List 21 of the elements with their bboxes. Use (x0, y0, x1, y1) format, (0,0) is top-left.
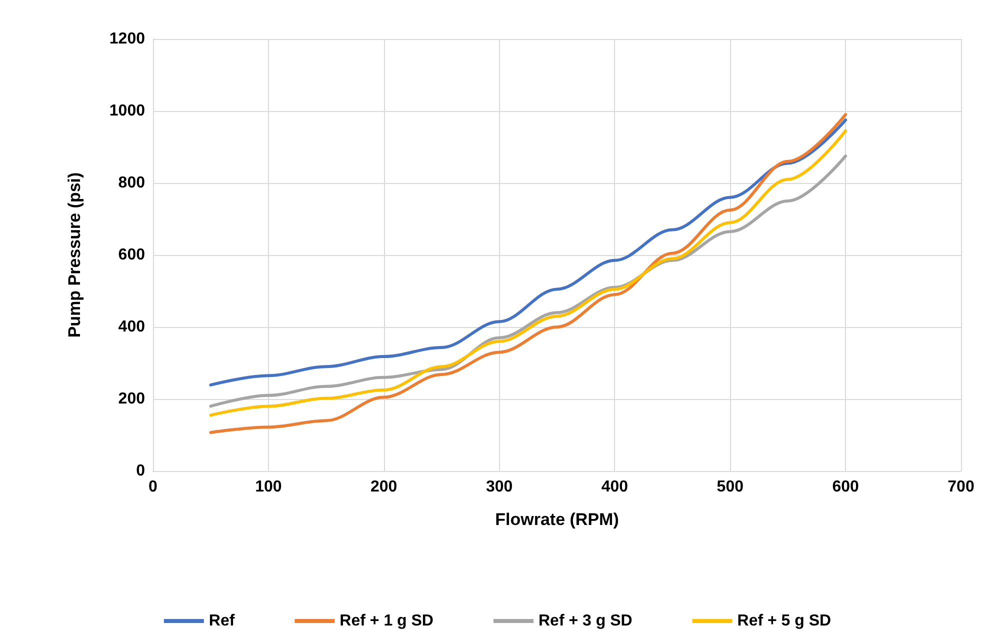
x-axis-title: Flowrate (RPM) (495, 510, 619, 529)
x-tick-label: 600 (832, 478, 860, 496)
x-tick-label: 0 (148, 478, 158, 496)
y-tick-label: 400 (118, 318, 146, 336)
y-tick-label: 800 (118, 174, 146, 192)
y-tick-label: 200 (118, 390, 146, 408)
x-tick-label: 700 (948, 478, 974, 496)
x-tick-label: 500 (716, 478, 744, 496)
legend-label: Ref (208, 612, 236, 630)
y-tick-label: 1000 (109, 102, 146, 120)
x-tick-label: 300 (486, 478, 513, 496)
y-tick-label: 1200 (109, 30, 146, 48)
legend-label: Ref + 5 g SD (737, 612, 832, 630)
x-tick-label: 400 (601, 478, 628, 496)
y-tick-label: 600 (118, 246, 146, 264)
y-tick-label: 0 (136, 462, 146, 480)
y-axis-title: Pump Pressure (psi) (65, 172, 84, 338)
legend-label: Ref + 1 g SD (340, 612, 434, 630)
legend-label: Ref + 3 g SD (538, 612, 632, 630)
x-tick-label: 200 (370, 478, 398, 496)
x-tick-label: 100 (255, 478, 282, 496)
